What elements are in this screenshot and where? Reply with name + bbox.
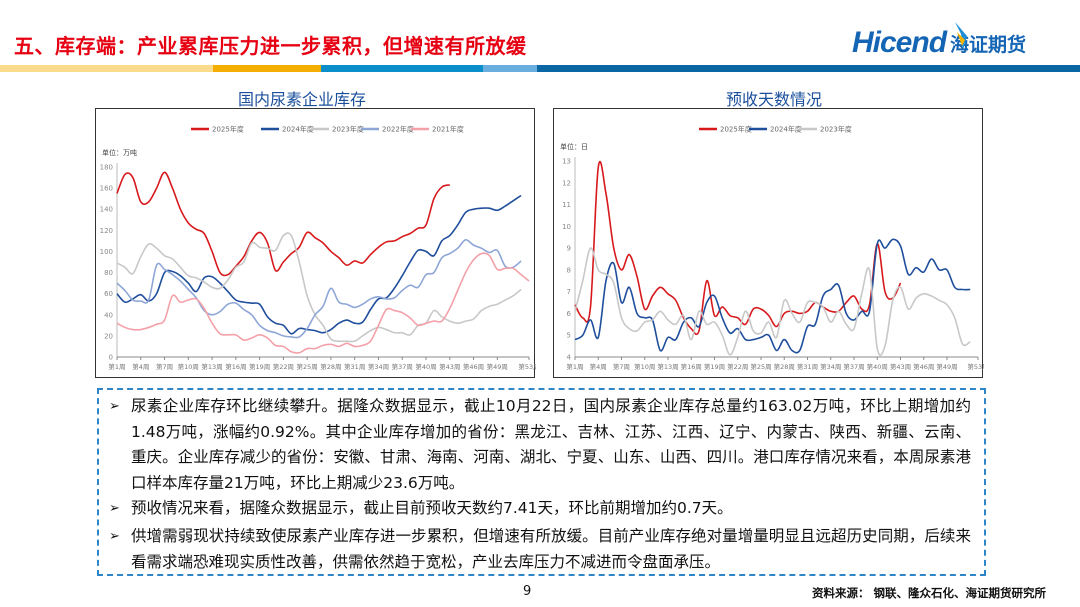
- unit-label: 单位：日: [560, 142, 588, 151]
- x-tick-label: 第25周: [750, 362, 771, 371]
- legend-label: 2024年度: [282, 125, 314, 134]
- x-tick-label: 第49周: [936, 362, 957, 371]
- chart-title-inventory: 国内尿素企业库存: [238, 90, 367, 109]
- x-tick-label: 第13周: [657, 362, 678, 371]
- y-tick-label: 120: [100, 227, 113, 235]
- page-number: 9: [523, 584, 532, 599]
- x-tick-label: 第1周: [108, 362, 125, 371]
- x-tick-label: 第40周: [867, 362, 888, 371]
- y-tick-label: 6: [567, 310, 572, 318]
- series-line-2024年度: [574, 238, 971, 354]
- y-tick-label: 5: [567, 332, 571, 340]
- logo-wing-icon: [955, 22, 967, 50]
- x-tick-label: 第4周: [590, 362, 607, 371]
- x-tick-label: 第46周: [463, 362, 484, 371]
- legend-label: 2021年度: [432, 125, 464, 134]
- x-tick-label: 第10周: [634, 362, 655, 371]
- y-tick-label: 13: [562, 158, 571, 166]
- x-tick-label: 第16周: [681, 362, 702, 371]
- x-tick-label: 第43周: [890, 362, 911, 371]
- x-tick-label: 第7周: [156, 362, 173, 371]
- x-tick-label: 第7周: [613, 362, 630, 371]
- x-tick-label: 第28周: [774, 362, 795, 371]
- y-tick-label: 160: [100, 185, 113, 193]
- arrow-bullet-icon: ➢: [109, 399, 120, 414]
- paragraph-presale: ➢ 预收情况来看，据隆众数据显示，截止目前预收天数约7.41天，环比前期增加约0.…: [109, 496, 971, 522]
- y-tick-label: 100: [100, 248, 113, 256]
- y-tick-label: 20: [104, 332, 113, 340]
- paragraph-inventory: ➢ 尿素企业库存环比继续攀升。据隆众数据显示，截止10月22日，国内尿素企业库存总…: [109, 394, 971, 496]
- arrow-bullet-icon: ➢: [109, 529, 120, 544]
- series-line-2023年度: [574, 247, 971, 357]
- page-title: 五、库存端：产业累库压力进一步累积，但增速有所放缓: [14, 34, 527, 58]
- y-tick-label: 10: [562, 223, 571, 231]
- y-tick-label: 7: [567, 288, 571, 296]
- y-tick-label: 40: [104, 311, 113, 319]
- logo-text-cn: 海证期货: [950, 34, 1027, 56]
- data-source: 资料来源： 钢联、隆众石化、海证期货研究所: [812, 586, 1047, 600]
- x-tick-label: 第1周: [566, 362, 583, 371]
- series-line-2023年度: [116, 232, 522, 343]
- x-tick-label: 第16周: [225, 362, 246, 371]
- x-tick-label: 第13周: [201, 362, 222, 371]
- header-band-1: [0, 65, 213, 72]
- y-tick-label: 11: [562, 201, 571, 209]
- y-tick-label: 4: [567, 354, 572, 362]
- y-tick-label: 8: [567, 266, 571, 274]
- x-tick-label: 第19周: [704, 362, 725, 371]
- x-tick-label: 第49周: [487, 362, 508, 371]
- y-tick-label: 80: [104, 269, 113, 277]
- x-tick-label: 第22周: [273, 362, 294, 371]
- header-band-5: [537, 65, 1080, 72]
- x-tick-label: 第34周: [368, 362, 389, 371]
- x-tick-label: 第22周: [727, 362, 748, 371]
- y-tick-label: 180: [100, 164, 113, 172]
- legend-label: 2025年度: [720, 125, 752, 134]
- header-band-3: [321, 65, 483, 72]
- unit-label: 单位：万吨: [102, 148, 137, 157]
- x-tick-label: 第46周: [913, 362, 934, 371]
- header-band-4: [483, 65, 537, 72]
- x-tick-label: 第34周: [820, 362, 841, 371]
- x-tick-label: 第37周: [843, 362, 864, 371]
- logo-text-en: Hicend: [852, 26, 947, 59]
- x-tick-label: 第28周: [320, 362, 341, 371]
- company-logo: Hicend 海证期货: [852, 22, 1027, 60]
- header-band-2: [213, 65, 321, 72]
- legend-label: 2025年度: [212, 125, 244, 134]
- x-tick-label: 第4周: [132, 362, 149, 371]
- y-tick-label: 9: [567, 245, 571, 253]
- x-tick-label: 第53周: [967, 362, 984, 371]
- analysis-textbox: ➢ 尿素企业库存环比继续攀升。据隆众数据显示，截止10月22日，国内尿素企业库存总…: [97, 388, 986, 576]
- series-line-2022年度: [116, 239, 522, 339]
- x-tick-label: 第37周: [392, 362, 413, 371]
- x-tick-label: 第31周: [797, 362, 818, 371]
- x-tick-label: 第40周: [415, 362, 436, 371]
- legend-label: 2022年度: [382, 125, 414, 134]
- y-tick-label: 140: [100, 206, 113, 214]
- x-tick-label: 第43周: [439, 362, 460, 371]
- arrow-bullet-icon: ➢: [109, 501, 120, 516]
- chart-title-presale-days: 预收天数情况: [726, 90, 823, 109]
- y-tick-label: 12: [562, 179, 571, 187]
- y-tick-label: 60: [104, 290, 113, 298]
- y-tick-label: 0: [109, 354, 113, 362]
- x-tick-label: 第31周: [344, 362, 365, 371]
- x-tick-label: 第25周: [297, 362, 318, 371]
- series-line-2025年度: [574, 160, 902, 336]
- x-tick-label: 第53周: [518, 362, 536, 371]
- series-line-2024年度: [116, 194, 522, 335]
- legend-label: 2023年度: [820, 125, 852, 134]
- series-line-2025年度: [116, 171, 450, 277]
- paragraph-outlook: ➢ 供增需弱现状持续致使尿素产业库存进一步累积，但增速有所放缓。目前产业库存绝对量…: [109, 524, 971, 575]
- legend-label: 2024年度: [770, 125, 802, 134]
- inventory-chart: 单位：万吨 0 20 40 60 80 100 120 140 160 180 第1周 第4周 第7周 第1…: [95, 108, 536, 378]
- presale-days-chart: 单位：日 4 5 6 7 8 9 10 11 12 13 第1周 第4周 第7周 第10周 第13周 第16周第…: [553, 108, 984, 378]
- x-tick-label: 第19周: [249, 362, 270, 371]
- legend-label: 2023年度: [332, 125, 364, 134]
- x-tick-label: 第10周: [178, 362, 199, 371]
- series-line-2021年度: [116, 252, 530, 354]
